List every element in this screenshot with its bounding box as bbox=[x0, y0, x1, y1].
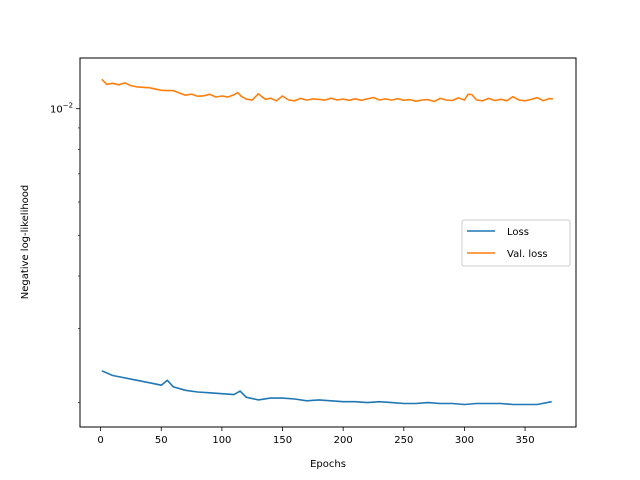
legend-label-val-loss: Val. loss bbox=[507, 249, 548, 260]
x-tick-label: 300 bbox=[455, 435, 474, 446]
x-tick-label: 350 bbox=[516, 435, 535, 446]
x-axis-label: Epochs bbox=[310, 459, 346, 470]
x-axis-ticks: 0 50 100 150 200 250 300 350 bbox=[97, 427, 535, 446]
legend-label-loss: Loss bbox=[507, 227, 529, 238]
x-tick-label: 50 bbox=[155, 435, 168, 446]
x-tick-label: 100 bbox=[212, 435, 231, 446]
x-tick-label: 200 bbox=[334, 435, 353, 446]
axes-frame bbox=[79, 57, 577, 428]
y-axis-label: Negative log-likelihood bbox=[20, 185, 31, 300]
series-line-loss bbox=[101, 370, 552, 406]
x-tick-label: 150 bbox=[273, 435, 292, 446]
x-tick-label: 0 bbox=[97, 435, 103, 446]
legend: Loss Val. loss bbox=[461, 219, 571, 267]
series-layer bbox=[101, 78, 554, 406]
series-line-val-loss bbox=[101, 78, 554, 103]
x-tick-label: 250 bbox=[394, 435, 413, 446]
